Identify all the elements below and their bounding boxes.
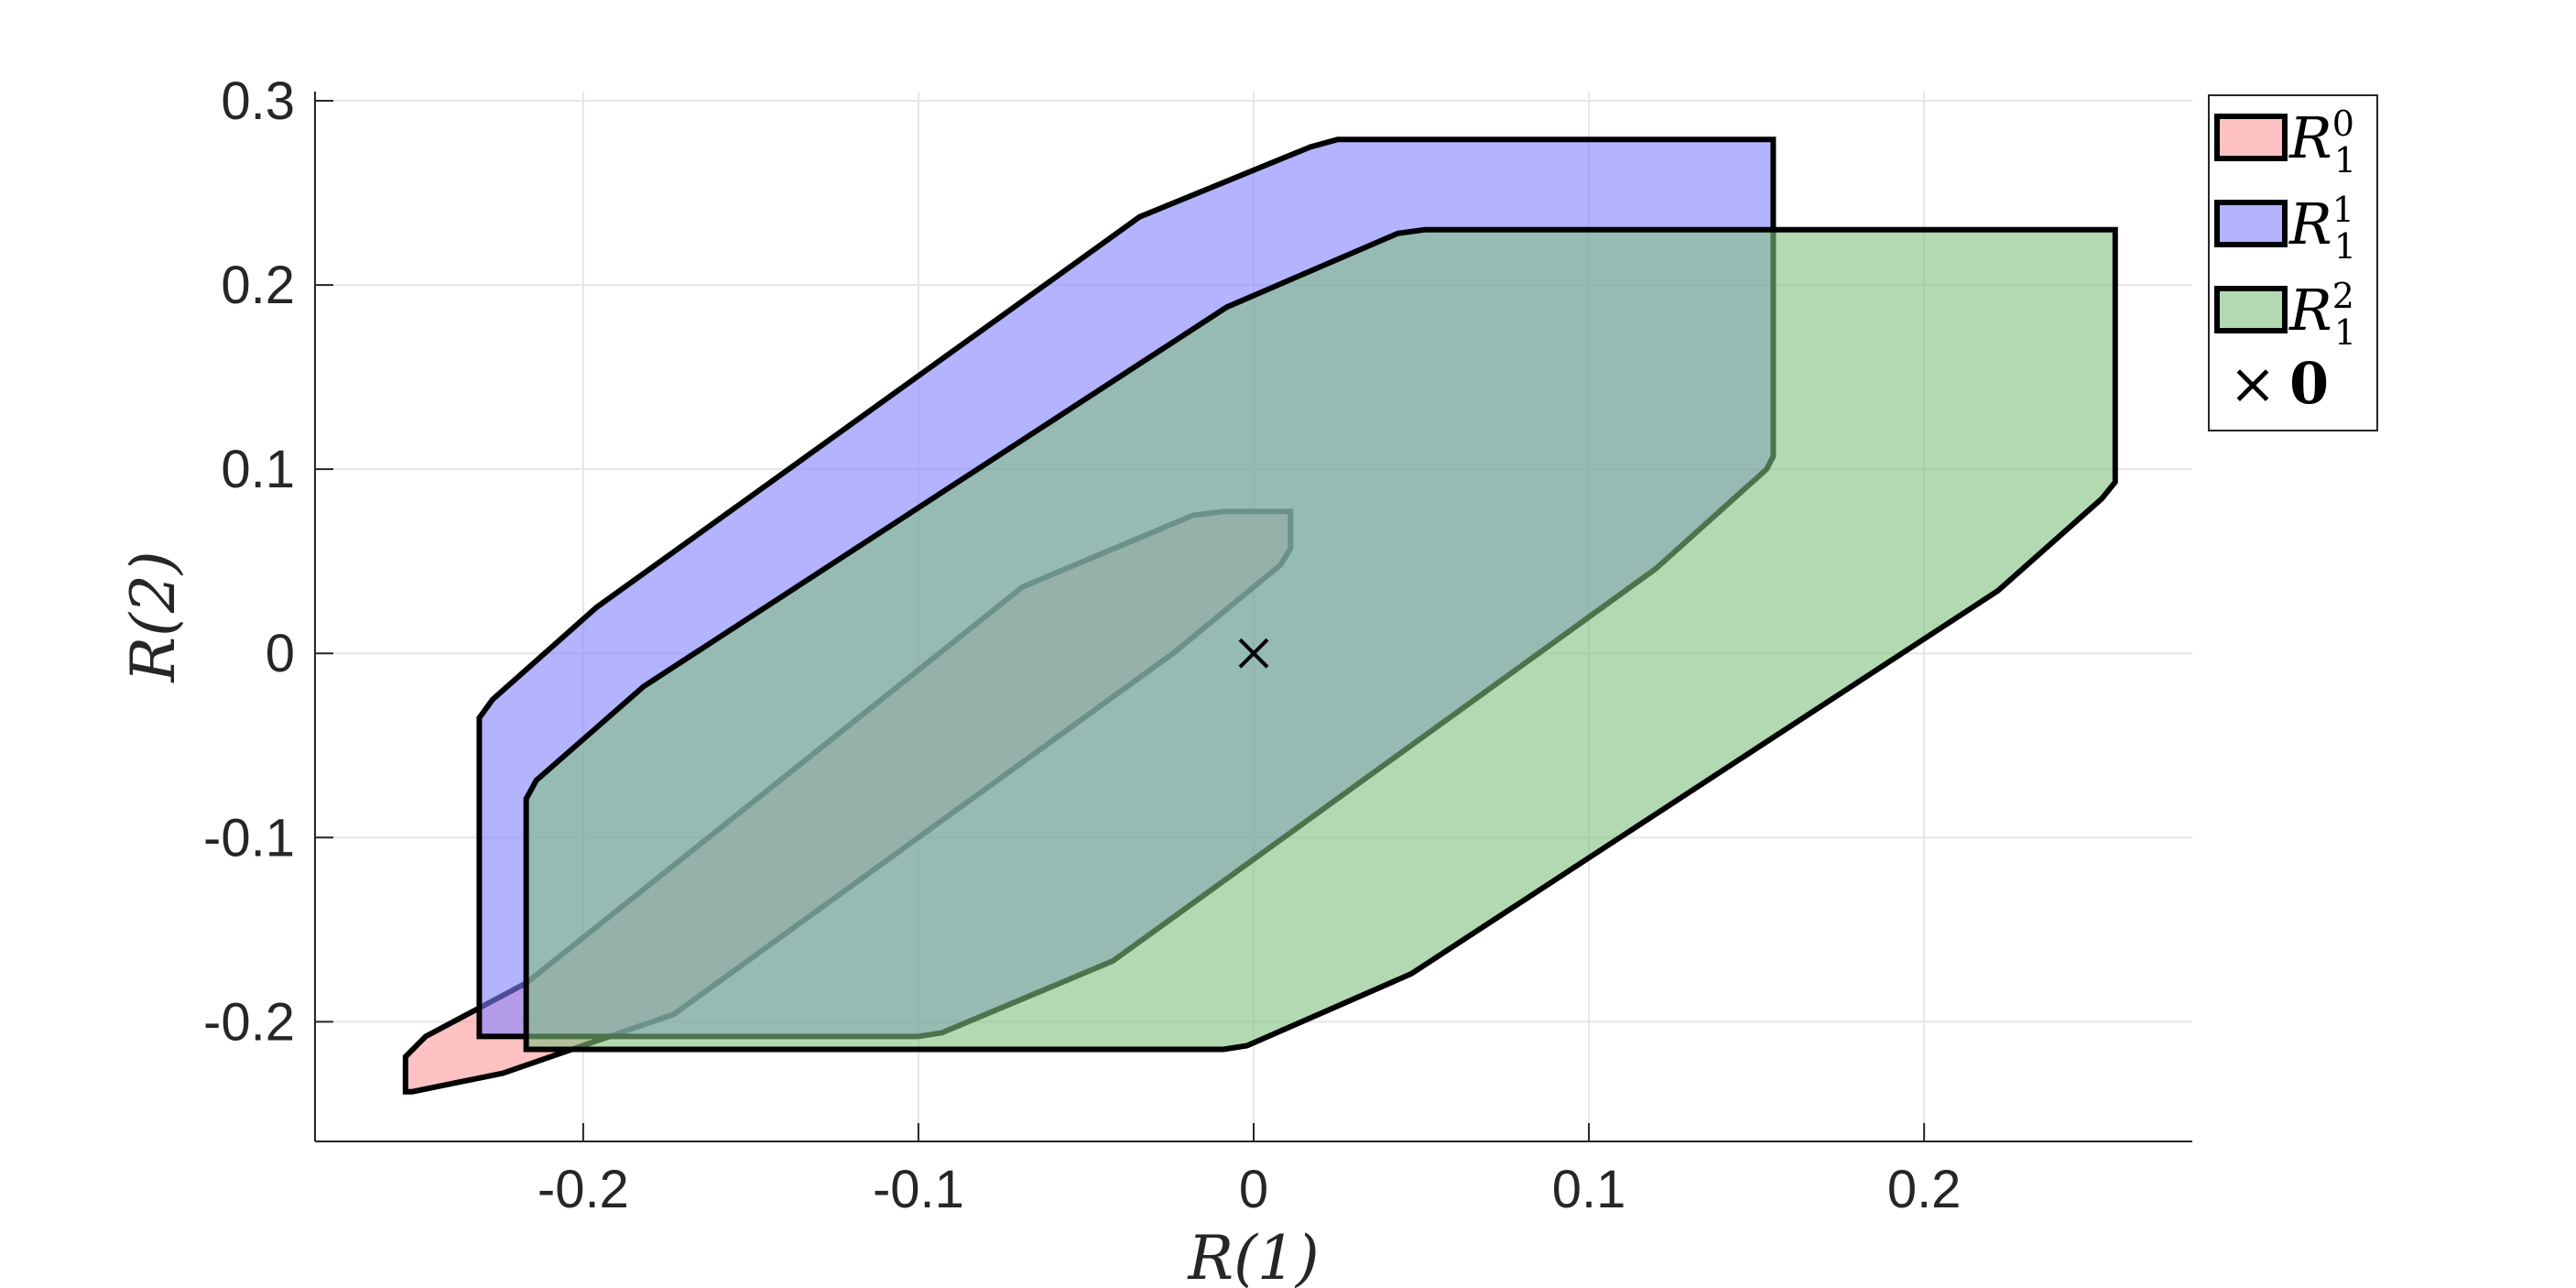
x-tick-label: -0.1 <box>873 1160 964 1219</box>
axes <box>314 92 2192 1142</box>
y-tick-label: 0.1 <box>221 440 295 499</box>
y-axis-label: R(2) <box>118 551 189 682</box>
x-tick-label: 0 <box>1239 1160 1268 1219</box>
y-tick-label: 0 <box>266 624 295 683</box>
legend-swatch <box>2214 114 2288 161</box>
x-tick-label: 0.1 <box>1552 1160 1626 1219</box>
legend-swatch <box>2214 200 2288 247</box>
legend-entry-label: R1 1 <box>2288 190 2356 267</box>
legend-entry-label: 0 <box>2289 350 2329 417</box>
legend-marker-symbol: × <box>2229 350 2277 417</box>
x-tick-label: -0.2 <box>538 1160 629 1219</box>
x-tick-label: 0.2 <box>1887 1160 1962 1219</box>
legend-swatch <box>2214 286 2288 333</box>
legend-entry-label: R0 1 <box>2288 104 2356 180</box>
tick-labels: -0.2 -0.1 0 0.1 0.2 -0.2 -0.1 0 0.1 0.2 0.3 <box>203 71 1961 1219</box>
legend: R0 1 R1 1 R2 1× 0 <box>2208 94 2378 431</box>
markers <box>1238 638 1269 669</box>
origin-marker-stroke <box>1238 638 1269 669</box>
y-tick-label: 0.3 <box>221 71 295 131</box>
y-tick-label: -0.1 <box>203 808 295 868</box>
region-polygons <box>402 136 2118 1095</box>
legend-entry-label: R2 1 <box>2288 276 2356 353</box>
region-polygon-2 <box>523 226 2118 1053</box>
x-axis-label: R(1) <box>1187 1223 1319 1288</box>
y-tick-label: -0.2 <box>203 992 295 1052</box>
y-tick-label: 0.2 <box>221 256 295 315</box>
